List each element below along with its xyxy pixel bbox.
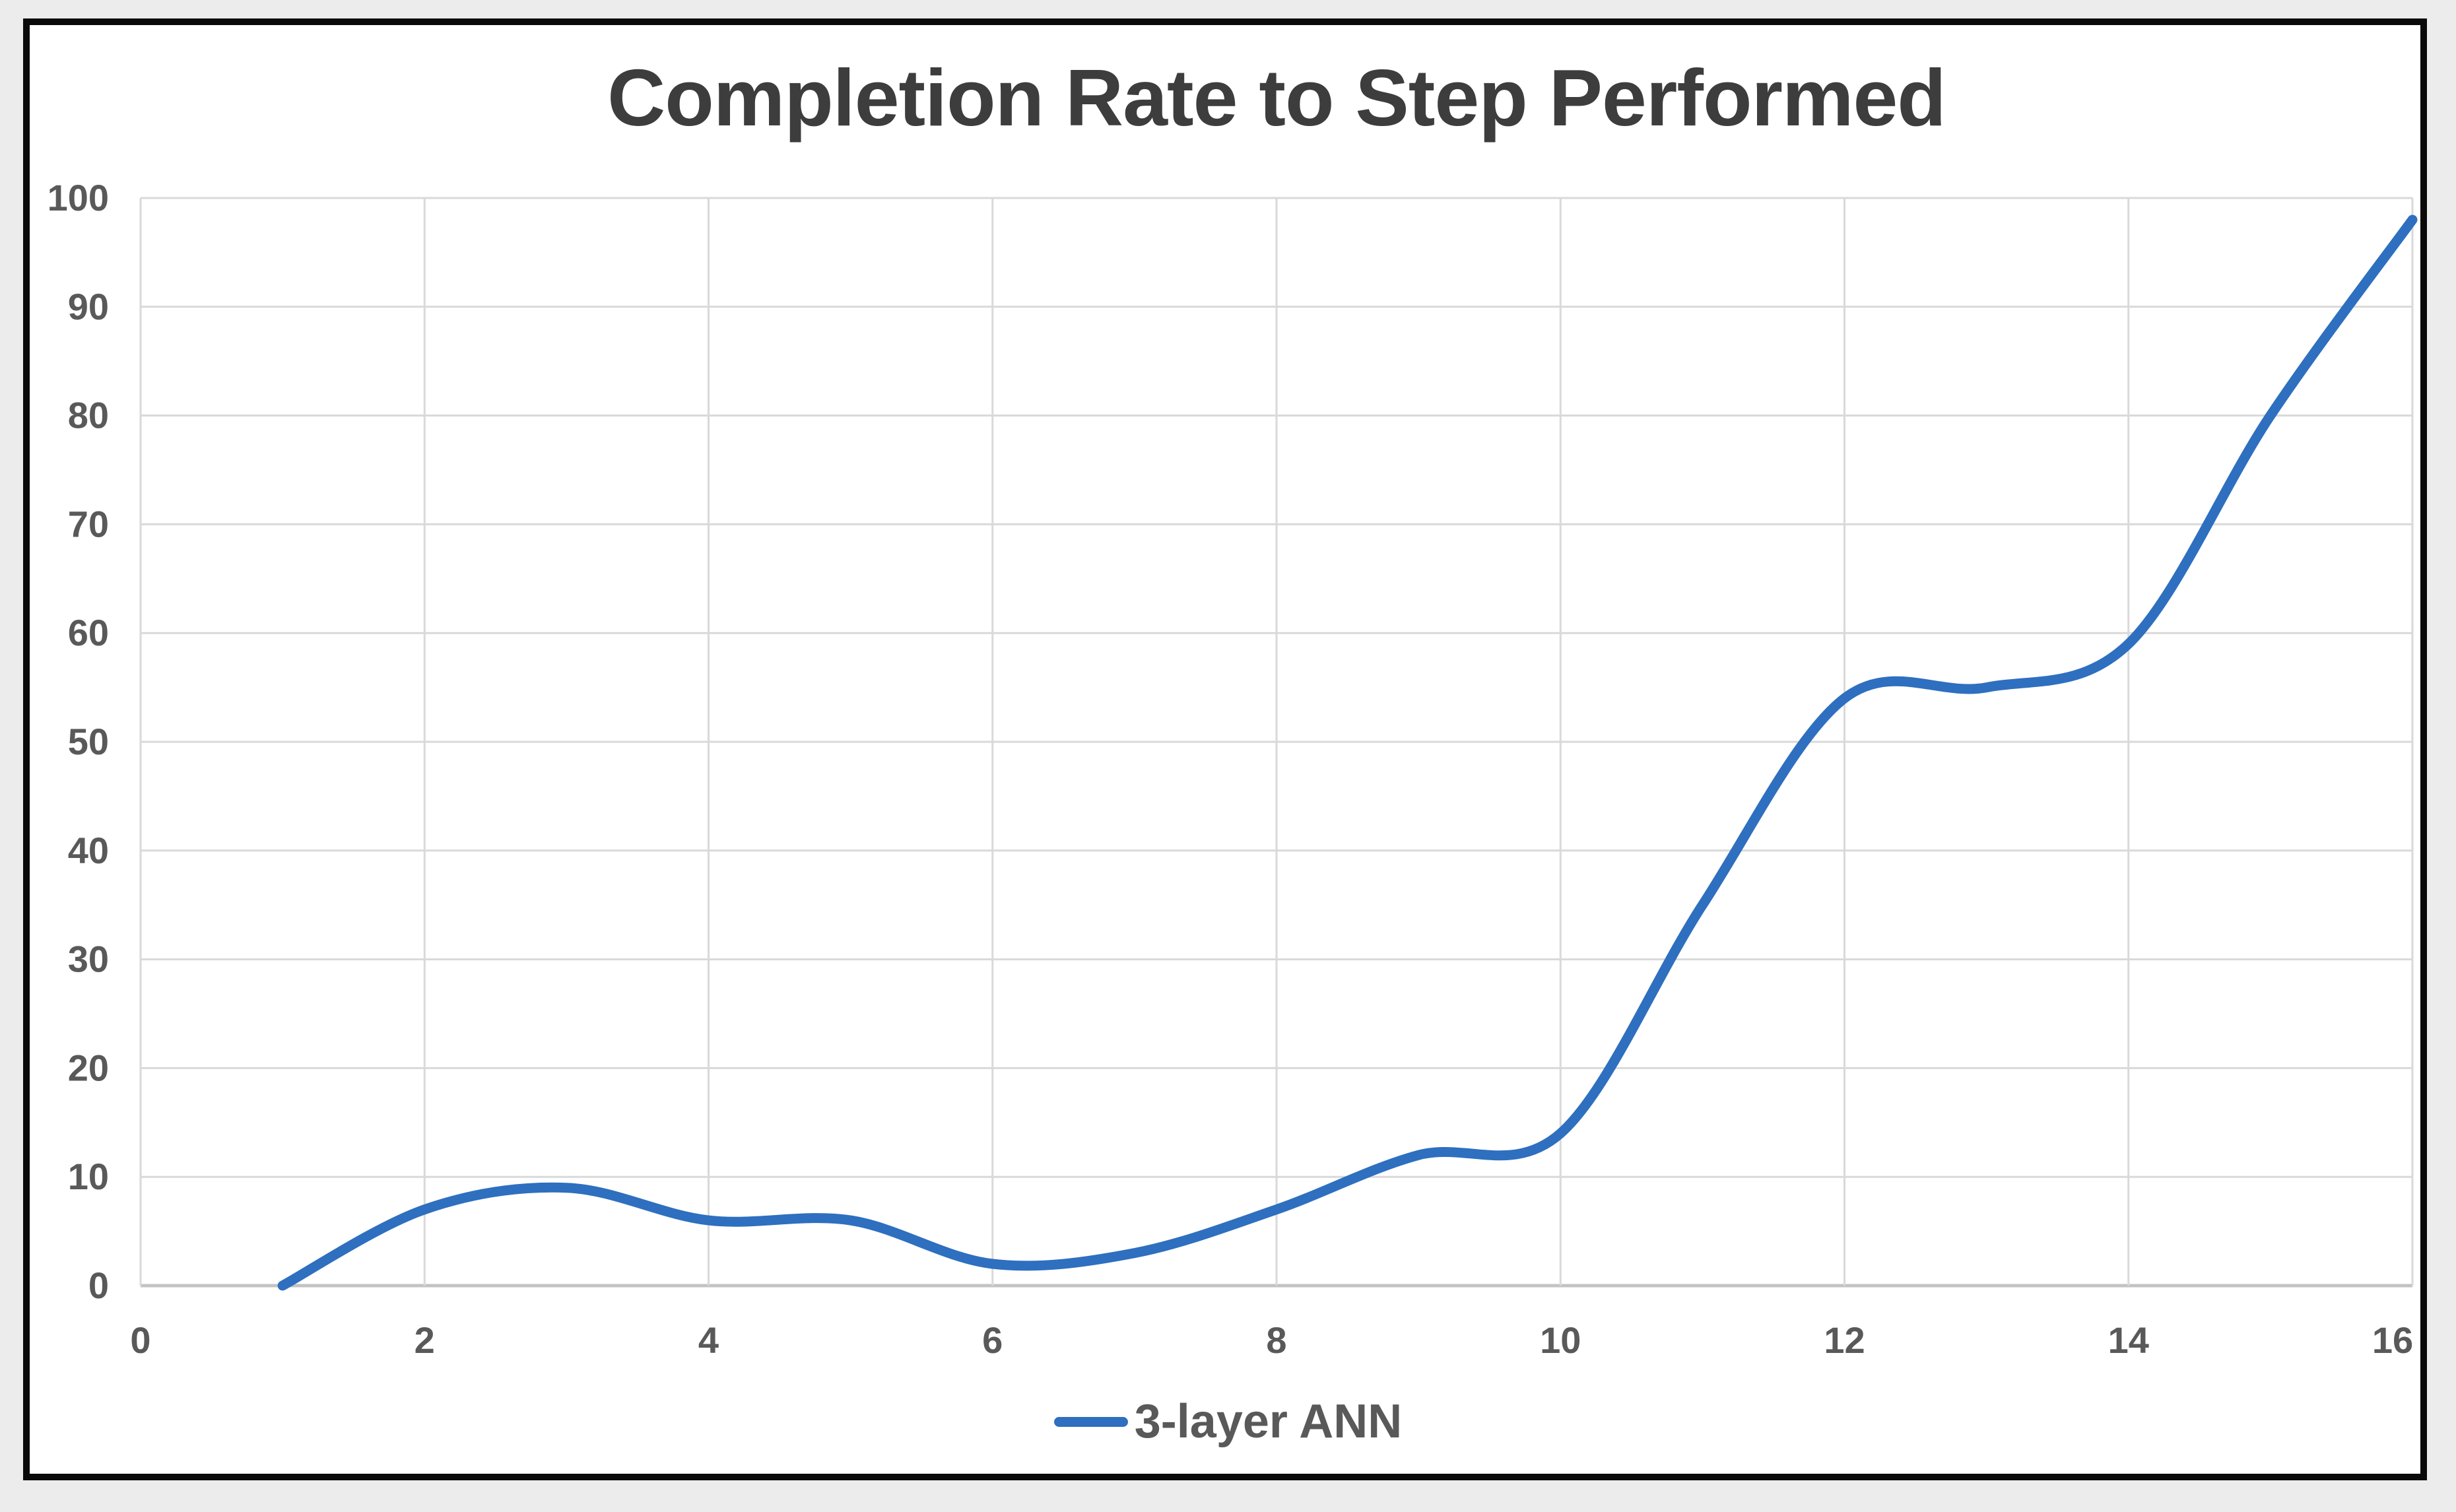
- y-tick-label: 70: [68, 503, 109, 544]
- x-tick-label: 0: [130, 1319, 150, 1361]
- series-line-3-layer-ann: [277, 214, 2418, 1291]
- legend-series-label: 3-layer ANN: [1134, 1395, 1403, 1448]
- x-tick-label: 4: [698, 1319, 719, 1361]
- x-tick-label: 16: [2372, 1319, 2413, 1361]
- x-tick-label: 6: [982, 1319, 1003, 1361]
- x-tick-label: 8: [1266, 1319, 1286, 1361]
- y-tick-label: 100: [48, 177, 109, 218]
- y-tick-label: 60: [68, 612, 109, 653]
- y-tick-label: 30: [68, 938, 109, 980]
- x-tick-label: 10: [1540, 1319, 1581, 1361]
- legend: 3-layer ANN: [0, 1398, 2456, 1445]
- x-tick-label: 2: [415, 1319, 435, 1361]
- y-tick-label: 10: [68, 1156, 109, 1197]
- y-tick-label: 80: [68, 395, 109, 436]
- x-tick-label: 12: [1824, 1319, 1865, 1361]
- x-tick-label: 14: [2108, 1319, 2149, 1361]
- y-tick-label: 50: [68, 721, 109, 762]
- y-tick-label: 20: [68, 1047, 109, 1088]
- y-tick-label: 0: [88, 1265, 109, 1306]
- legend-line-sample-icon: [1053, 1416, 1128, 1427]
- y-tick-label: 90: [68, 286, 109, 327]
- chart-title: Completion Rate to Step Performed: [607, 53, 1946, 143]
- y-tick-label: 40: [68, 830, 109, 871]
